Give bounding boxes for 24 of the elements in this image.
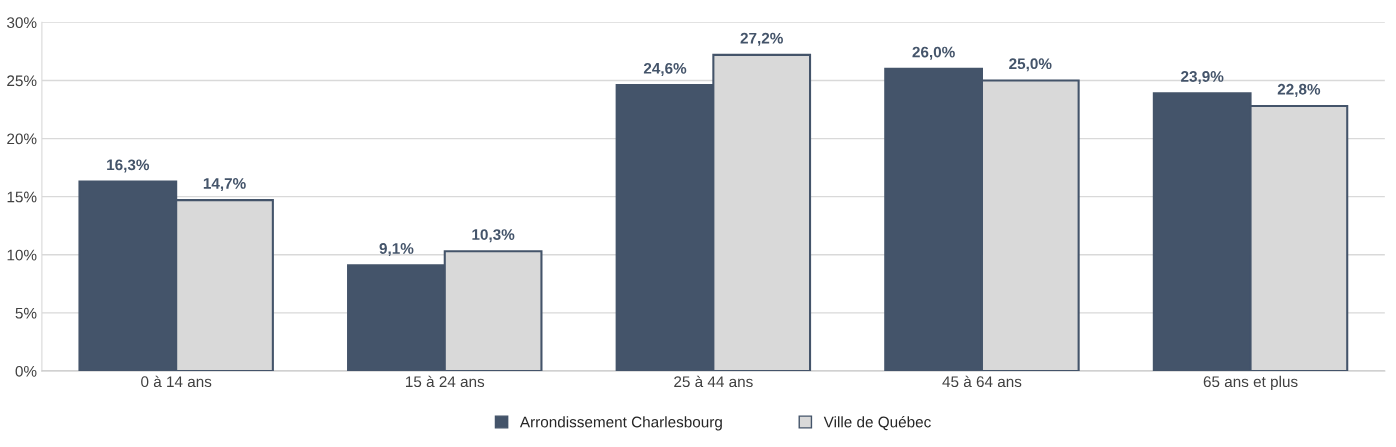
data-label: 14,7% [203,178,246,192]
y-tick-label: 10% [7,249,37,261]
y-tick-label: 0% [15,365,37,377]
x-tick-label: 45 à 64 ans [942,375,1022,388]
y-tick-label: 15% [7,191,37,203]
data-label: 27,2% [740,32,783,46]
legend-label: Arrondissement Charlesbourg [519,416,722,431]
legend-label: Ville de Québec [823,416,931,431]
x-tick-label: 15 à 24 ans [406,375,485,388]
y-tick-label: 20% [7,133,37,145]
y-tick-label: 30% [7,17,37,29]
y-tick-label: 5% [15,307,37,319]
y-tick-label: 25% [7,75,37,87]
data-label: 16,3% [107,159,150,173]
x-tick-label: 65 ans et plus [1203,375,1298,391]
data-label: 22,8% [1277,83,1321,97]
data-label: 25,0% [1009,58,1052,72]
data-label: 24,6% [643,62,687,76]
data-label: 9,1% [379,243,414,257]
data-label: 10,3% [472,229,515,243]
data-label: 23,9% [1181,71,1224,85]
data-label: 26,0% [912,46,955,60]
x-tick-label: 25 à 44 ans [674,375,753,388]
x-tick-label: 0 à 14 ans [141,375,212,388]
